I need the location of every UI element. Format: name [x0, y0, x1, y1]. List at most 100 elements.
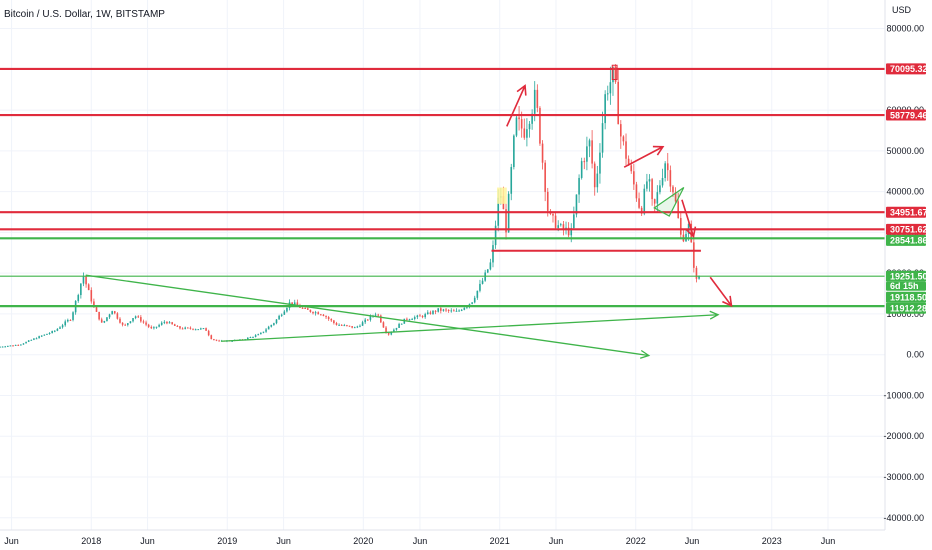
candle-body — [481, 280, 484, 284]
candle-body — [181, 328, 184, 330]
candle-body — [601, 123, 604, 153]
candle-body — [93, 301, 95, 308]
candle-body — [158, 324, 160, 327]
candle-body — [661, 178, 664, 186]
candle-body — [85, 276, 87, 285]
candle-body — [515, 117, 518, 136]
candle-body — [124, 324, 127, 326]
candle-body — [570, 228, 573, 236]
levels — [0, 67, 885, 308]
countdown-label: 6d 15h — [890, 281, 919, 291]
x-tick-label: 2022 — [626, 536, 646, 546]
candle-body — [306, 308, 309, 310]
candle-body — [69, 319, 72, 321]
candle-body — [106, 317, 108, 321]
candle-body — [393, 329, 395, 333]
candle-body — [463, 307, 466, 310]
candle-body — [140, 317, 142, 322]
green-arrow-head — [639, 349, 651, 359]
red-arrow-shaft — [681, 199, 695, 237]
candle-body — [166, 321, 168, 324]
y-tick-label: 0.00 — [906, 350, 924, 360]
green-trend-line — [220, 314, 719, 342]
candle-body — [583, 161, 586, 163]
candle-body — [666, 163, 669, 171]
candle-body — [651, 179, 653, 200]
candle-body — [531, 113, 533, 124]
candle-body — [440, 308, 442, 311]
candle-body — [48, 333, 51, 335]
candle-body — [413, 317, 416, 319]
candle-body — [111, 311, 113, 315]
candle-body — [189, 327, 192, 329]
candle-body — [113, 311, 116, 314]
candle-body — [301, 307, 304, 309]
candle-body — [286, 307, 288, 312]
candle-body — [246, 337, 249, 340]
candle-body — [267, 326, 270, 330]
candle-body — [653, 199, 656, 204]
candle-body — [380, 315, 382, 323]
candle-body — [606, 93, 609, 95]
price-badge — [886, 270, 926, 282]
candle-body — [116, 313, 119, 319]
price-badges: 70095.32 58779.46 34951.67 30751.6228541.86… — [886, 63, 928, 314]
candle-body — [95, 307, 98, 312]
candle-body — [192, 328, 194, 330]
candle-body — [486, 269, 489, 273]
x-tick-label: 2020 — [353, 536, 373, 546]
candle-body — [664, 163, 666, 179]
red-arrow-head — [652, 145, 665, 156]
candle-body — [67, 319, 69, 322]
candle-body — [419, 315, 421, 317]
candle-body — [471, 302, 473, 304]
y-tick-label: -40000.00 — [883, 513, 924, 523]
candle-body — [424, 314, 426, 318]
candle-body — [320, 314, 322, 316]
candle-body — [314, 312, 317, 314]
candle-body — [0, 346, 1, 348]
candle-body — [659, 185, 661, 193]
candle-body — [210, 335, 213, 340]
price-badge — [886, 223, 926, 235]
price-badge-label: 70095.32 — [890, 64, 928, 74]
candle-body — [330, 318, 333, 321]
candle-body — [633, 171, 635, 185]
candle-body — [494, 225, 497, 246]
x-tick-label: Jun — [685, 536, 700, 546]
candle-body — [586, 146, 588, 162]
candle-body — [249, 337, 252, 339]
red-arrow-head — [685, 226, 697, 239]
candle-body — [562, 224, 565, 230]
candle-body — [283, 311, 286, 315]
candle-body — [343, 325, 346, 327]
price-axis-currency: USD — [892, 5, 912, 15]
candle-body — [429, 312, 432, 314]
candle-body — [108, 314, 111, 318]
countdown-badge — [886, 281, 926, 291]
candle-body — [215, 339, 218, 341]
candle-body — [340, 324, 343, 326]
candle-body — [17, 344, 20, 346]
price-badge — [886, 234, 926, 246]
candle-body — [411, 318, 413, 320]
candle-body — [252, 336, 254, 338]
candle-body — [265, 329, 267, 332]
highlight-box — [497, 187, 507, 204]
candle-body — [82, 276, 85, 284]
candle-body — [100, 319, 103, 323]
candle-body — [489, 262, 492, 270]
candle-body — [25, 341, 27, 344]
candle-body — [147, 324, 150, 327]
candle-body — [356, 326, 359, 328]
candle-body — [160, 322, 163, 325]
candle-body — [580, 161, 583, 178]
candle-body — [640, 207, 643, 214]
price-badge-label: 34951.67 — [890, 207, 928, 217]
y-tick-label: 50000.00 — [886, 146, 924, 156]
candle-body — [30, 339, 33, 341]
candle-body — [416, 315, 419, 318]
candle-body — [12, 345, 14, 347]
candle-body — [591, 140, 593, 164]
